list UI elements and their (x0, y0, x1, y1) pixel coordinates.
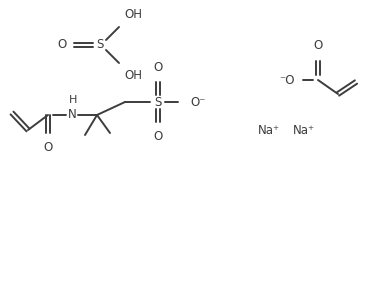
Text: ⁻O: ⁻O (280, 74, 295, 86)
Text: OH: OH (124, 69, 142, 82)
Text: H: H (69, 95, 77, 105)
Text: O: O (58, 38, 67, 52)
Text: OH: OH (124, 8, 142, 21)
Text: O⁻: O⁻ (190, 96, 206, 108)
Text: S: S (96, 38, 104, 52)
Text: O: O (314, 39, 323, 52)
Text: N: N (67, 108, 76, 122)
Text: Na⁺: Na⁺ (258, 124, 280, 137)
Text: O: O (153, 61, 163, 74)
Text: O: O (153, 130, 163, 143)
Text: S: S (154, 96, 162, 108)
Text: O: O (43, 141, 53, 154)
Text: Na⁺: Na⁺ (293, 124, 315, 137)
